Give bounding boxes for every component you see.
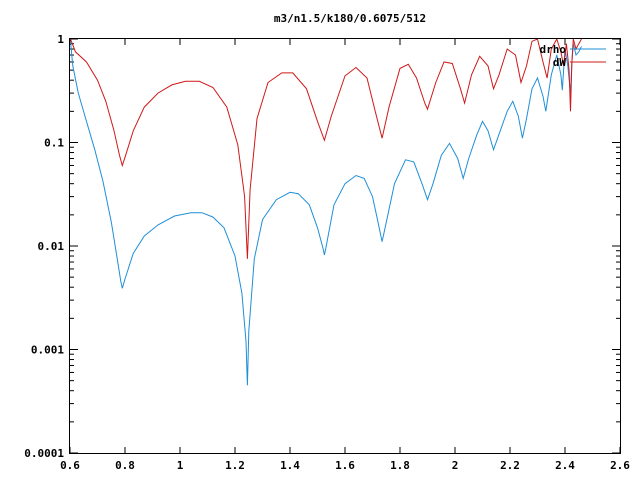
x-tick-label: 1 <box>177 459 184 472</box>
series-line-dw <box>70 39 582 259</box>
legend-label-dw: dW <box>553 56 567 69</box>
x-tick-label: 1.6 <box>335 459 355 472</box>
x-tick-label: 1.2 <box>225 459 245 472</box>
y-tick-label: 0.001 <box>31 344 64 357</box>
x-tick-label: 1.8 <box>390 459 410 472</box>
x-tick-label: 2 <box>452 459 459 472</box>
series-layer <box>70 39 582 386</box>
y-tick-label: 1 <box>57 33 64 46</box>
x-tick-label: 0.6 <box>60 459 80 472</box>
x-tick-label: 2.6 <box>610 459 630 472</box>
x-tick-label: 2.4 <box>555 459 575 472</box>
x-tick-label: 1.4 <box>280 459 300 472</box>
chart-title: m3/n1.5/k180/0.6075/512 <box>274 12 426 25</box>
series-line-drho <box>70 41 582 386</box>
x-tick-label: 0.8 <box>115 459 135 472</box>
legend-label-drho: drho <box>540 43 567 56</box>
axis-ticks: 0.6 0.8 1 1.2 1.4 1.6 1.8 2 2.2 2.4 2.6 1 0.1 0.01 0.0… <box>24 33 630 472</box>
y-tick-label: 0.0001 <box>24 447 64 460</box>
y-tick-label: 0.1 <box>44 137 64 150</box>
x-tick-label: 2.2 <box>500 459 520 472</box>
plot-frame <box>69 38 621 454</box>
y-tick-label: 0.01 <box>38 240 65 253</box>
